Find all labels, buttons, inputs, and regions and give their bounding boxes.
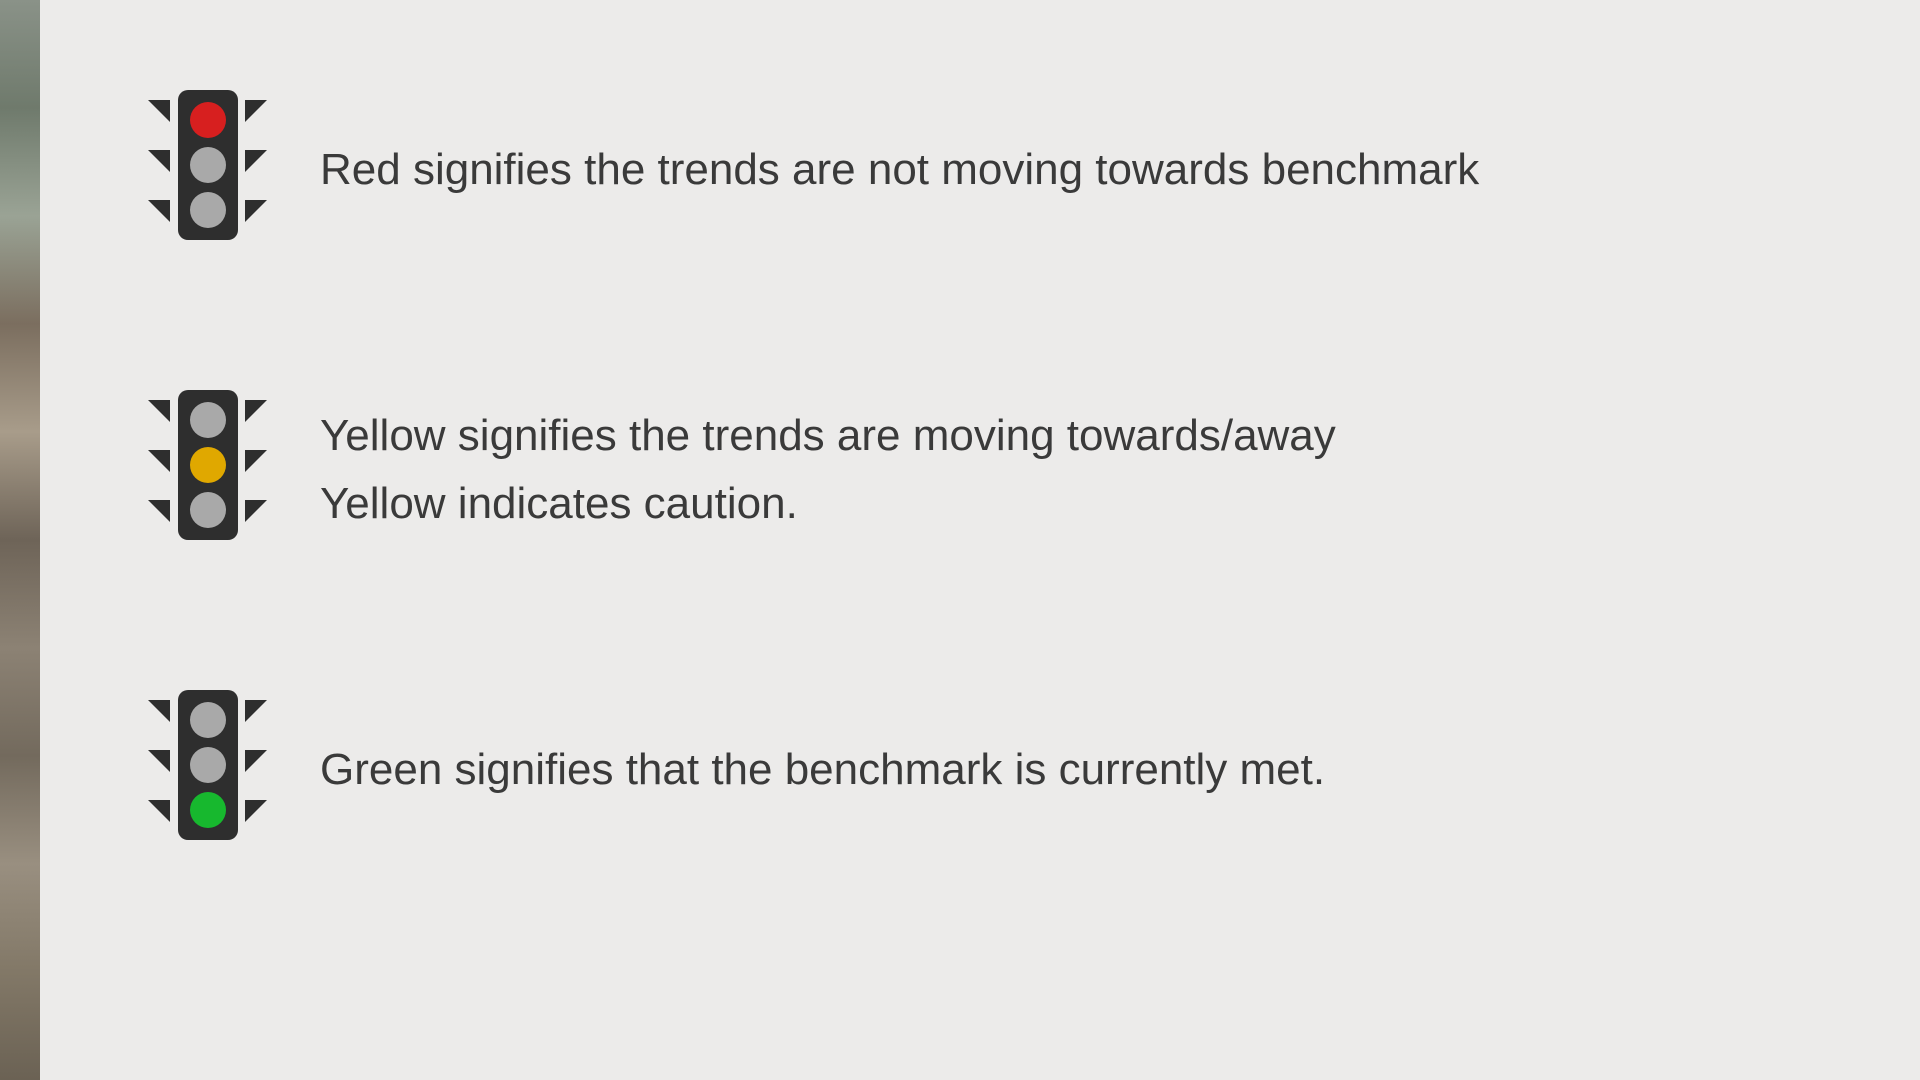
traffic-light-red-icon	[150, 90, 265, 250]
lamp-green	[190, 792, 226, 828]
legend-row-red: Red signifies the trends are not moving …	[150, 90, 1830, 250]
legend-text-yellow-line1: Yellow signifies the trends are moving t…	[320, 402, 1336, 470]
legend-text-yellow: Yellow signifies the trends are moving t…	[320, 402, 1336, 538]
lamp-green	[190, 492, 226, 528]
traffic-light-yellow-icon	[150, 390, 265, 550]
lamp-red	[190, 702, 226, 738]
legend-row-yellow: Yellow signifies the trends are moving t…	[150, 390, 1830, 550]
legend-text-green: Green signifies that the benchmark is cu…	[320, 736, 1325, 804]
legend-text-red: Red signifies the trends are not moving …	[320, 136, 1479, 204]
legend-text-yellow-line2: Yellow indicates caution.	[320, 479, 798, 528]
lamp-yellow	[190, 747, 226, 783]
traffic-light-green-icon	[150, 690, 265, 850]
left-photo-strip	[0, 0, 40, 1080]
lamp-green	[190, 192, 226, 228]
lamp-yellow	[190, 447, 226, 483]
legend-slide: Red signifies the trends are not moving …	[40, 0, 1920, 1080]
legend-row-green: Green signifies that the benchmark is cu…	[150, 690, 1830, 850]
lamp-red	[190, 402, 226, 438]
lamp-yellow	[190, 147, 226, 183]
lamp-red	[190, 102, 226, 138]
